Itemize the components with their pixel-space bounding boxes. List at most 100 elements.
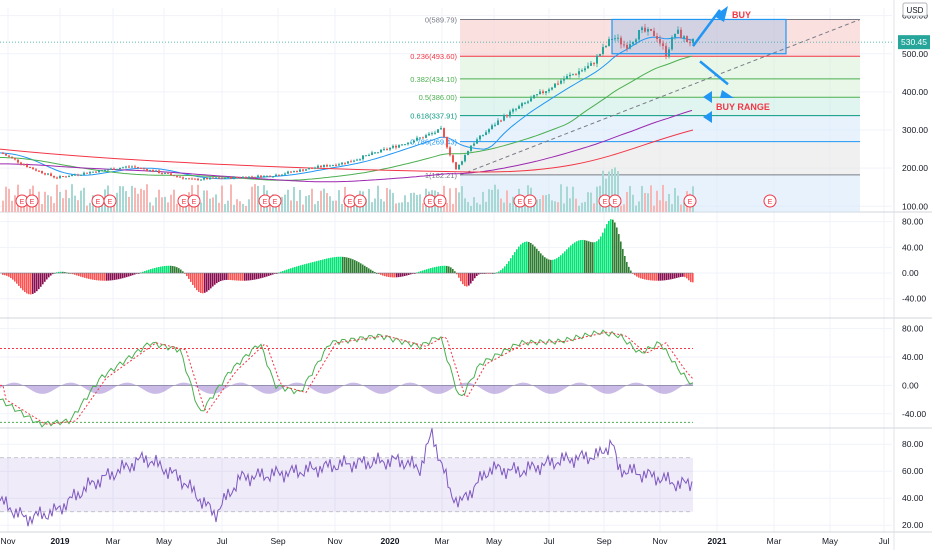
macd-bar (326, 258, 328, 274)
candle-body (518, 106, 520, 109)
earnings-marker-label: E (528, 199, 533, 206)
macd-bar (244, 273, 246, 281)
candle-body (143, 168, 145, 170)
volume-bar (86, 205, 88, 212)
candle-body (623, 44, 625, 46)
volume-bar (89, 202, 91, 212)
candle-body (551, 87, 553, 90)
candle-body (647, 29, 649, 32)
candle-body (323, 165, 325, 168)
volume-bar (44, 191, 46, 212)
fib-label: 0.618(337.91) (410, 112, 457, 121)
fib-band (460, 97, 860, 116)
candle-body (185, 178, 187, 180)
volume-bar (590, 192, 592, 212)
volume-bar (545, 195, 547, 212)
volume-bar (68, 198, 70, 212)
macd-bar (300, 265, 302, 274)
macd-bar (8, 273, 10, 277)
earnings-marker-label: E (358, 199, 363, 206)
volume-bar (473, 197, 475, 212)
candle-body (239, 177, 241, 179)
volume-bar (8, 188, 10, 212)
macd-bar (174, 266, 176, 274)
macd-bar (284, 270, 286, 274)
macd-bar (74, 273, 76, 275)
macd-bar (260, 273, 262, 279)
candle-body (461, 161, 463, 165)
macd-bar (294, 267, 296, 274)
candle-body (653, 30, 655, 37)
candle-body (686, 36, 688, 43)
earnings-marker (25, 194, 39, 208)
volume-bar (299, 189, 301, 212)
candle-body (269, 175, 271, 177)
x-tick-label: May (822, 536, 839, 546)
macd-bar (664, 273, 666, 281)
stoch-histogram-area (0, 382, 693, 394)
candle-body (350, 161, 352, 163)
earnings-marker (683, 194, 697, 208)
x-tick-label: Jul (217, 536, 228, 546)
volume-bar (326, 193, 328, 212)
macd-bar (40, 273, 42, 287)
y-tick-label: -40.00 (902, 409, 926, 419)
volume-bar (485, 201, 487, 212)
earnings-marker-label: E (438, 199, 443, 206)
macd-bar (222, 273, 224, 281)
macd-bar (388, 273, 390, 278)
candle-body (368, 154, 370, 156)
volume-bar (5, 186, 7, 212)
moving-averages (0, 36, 694, 183)
macd-bar (128, 273, 130, 277)
macd-bar (44, 273, 46, 282)
candle-body (572, 74, 574, 76)
candle-body (332, 164, 334, 166)
candle-body (617, 37, 619, 39)
x-tick-label: Jul (879, 536, 890, 546)
macd-bar (536, 248, 538, 274)
macd-bar (346, 257, 348, 274)
candle-body (11, 156, 13, 159)
candle-body (173, 175, 175, 177)
candle-body (656, 36, 658, 39)
fib-band (460, 78, 860, 98)
volume-bar (653, 205, 655, 212)
candle-body (38, 170, 40, 172)
fib-trend-line (459, 18, 861, 176)
candle-body (86, 172, 88, 174)
macd-bar (374, 271, 376, 274)
macd-bar (412, 273, 414, 274)
macd-bar (390, 273, 392, 278)
fibonacci-retracement: 0(589.79) 0.236(493.60) 0.382(434.10) 0.5(3… (0, 16, 930, 212)
macd-bar (438, 266, 440, 274)
macd-bar (680, 273, 682, 277)
macd-bar (146, 270, 148, 274)
candle-body (356, 159, 358, 161)
macd-bar (46, 273, 48, 280)
volume-bar (569, 198, 571, 212)
candle-body (293, 171, 295, 173)
volume-bar (98, 205, 100, 212)
volume-bar (161, 197, 163, 212)
candle-body (410, 142, 412, 144)
candle-body (242, 176, 244, 178)
x-tick-label: 2021 (708, 536, 727, 546)
macd-bar (246, 273, 248, 281)
macd-bar (644, 273, 646, 280)
macd-bar (524, 241, 526, 274)
volume-bar (479, 204, 481, 212)
candle-body (191, 178, 193, 180)
candle-body (158, 170, 160, 174)
volume-bar (563, 203, 565, 212)
candle-body (197, 178, 199, 181)
macd-bar (274, 273, 276, 274)
macd-bar (36, 273, 38, 292)
macd-bar (80, 273, 82, 277)
volume-bar (416, 194, 418, 212)
candle-body (683, 36, 685, 39)
macd-bar (600, 236, 602, 274)
macd-bar (486, 273, 488, 274)
macd-bar (206, 273, 208, 292)
